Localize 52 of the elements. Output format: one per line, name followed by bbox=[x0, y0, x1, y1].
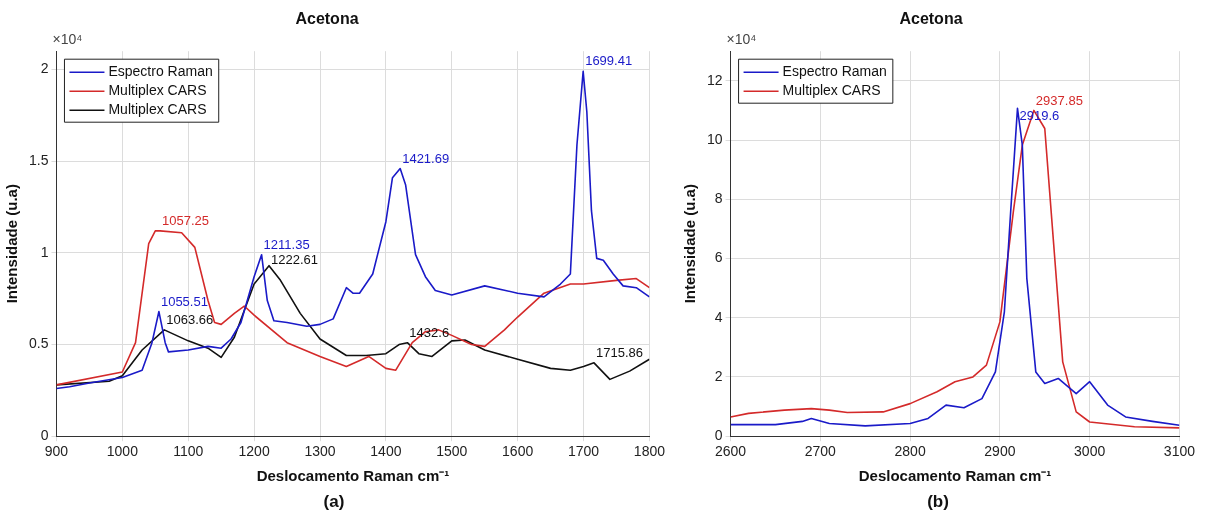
x-axis-title: Deslocamento Raman cm⁻¹ bbox=[858, 467, 1052, 485]
x-tick-label: 1100 bbox=[173, 443, 204, 460]
x-tick-label: 2900 bbox=[984, 443, 1016, 460]
legend-label: Multiplex CARS bbox=[108, 82, 207, 99]
y-axis-title: Intensidade (u.a) bbox=[681, 184, 699, 304]
annotation: 1055.51 bbox=[160, 293, 208, 309]
x-tick-label: 3000 bbox=[1074, 443, 1106, 460]
x-tick-label: 1400 bbox=[370, 443, 402, 460]
text: ×10⁴ bbox=[52, 31, 83, 48]
x-tick-label: 1200 bbox=[238, 443, 270, 460]
y-tick-label: 4 bbox=[714, 308, 723, 325]
x-tick-label: 1700 bbox=[567, 443, 600, 460]
x-tick-label: 1800 bbox=[633, 443, 666, 460]
x-tick-label: 900 bbox=[44, 443, 69, 460]
legend-label: Multiplex CARS bbox=[782, 82, 881, 99]
y-tick-label: 0.5 bbox=[28, 335, 49, 352]
x-tick-label: 1000 bbox=[106, 443, 139, 460]
annotation: 1421.69 bbox=[402, 150, 450, 166]
y-tick-label: 10 bbox=[706, 130, 723, 147]
annotation: 1211.35 bbox=[263, 236, 310, 252]
text: (b) bbox=[927, 492, 949, 512]
annotation: 1057.25 bbox=[162, 212, 210, 228]
y-tick-label: 2 bbox=[40, 60, 49, 77]
y-tick-label: 0 bbox=[40, 427, 49, 444]
chart-title: Acetona bbox=[295, 10, 359, 28]
y-tick-label: 1 bbox=[40, 243, 49, 260]
x-tick-label: 2700 bbox=[804, 443, 837, 460]
annotation: 1222.61 bbox=[271, 251, 319, 267]
chart-title: Acetona bbox=[899, 10, 963, 28]
y-tick-label: 1.5 bbox=[28, 152, 49, 169]
y-tick-label: 2 bbox=[714, 367, 723, 384]
x-tick-label: 2600 bbox=[714, 443, 747, 460]
x-tick-label: 1300 bbox=[304, 443, 336, 460]
legend-label: Multiplex CARS bbox=[108, 101, 207, 118]
annotation: 1715.86 bbox=[595, 344, 643, 360]
text: ×10⁴ bbox=[726, 31, 757, 48]
legend-label: Espectro Raman bbox=[782, 63, 887, 80]
y-axis-title: Intensidade (u.a) bbox=[3, 184, 21, 304]
y-tick-label: 6 bbox=[714, 249, 723, 266]
x-tick-label: 3100 bbox=[1163, 443, 1196, 460]
y-tick-label: 12 bbox=[706, 71, 723, 88]
annotation: 2937.85 bbox=[1035, 92, 1083, 108]
text: (a) bbox=[323, 492, 345, 512]
legend-label: Espectro Raman bbox=[108, 63, 213, 80]
y-tick-label: 0 bbox=[714, 427, 723, 444]
x-tick-label: 1500 bbox=[436, 443, 468, 460]
x-axis-title: Deslocamento Raman cm⁻¹ bbox=[256, 467, 450, 485]
annotation: 1063.66 bbox=[166, 311, 214, 327]
x-tick-label: 2800 bbox=[894, 443, 926, 460]
x-tick-label: 1600 bbox=[502, 443, 534, 460]
annotation: 1699.41 bbox=[585, 53, 633, 69]
y-tick-label: 8 bbox=[714, 190, 723, 207]
